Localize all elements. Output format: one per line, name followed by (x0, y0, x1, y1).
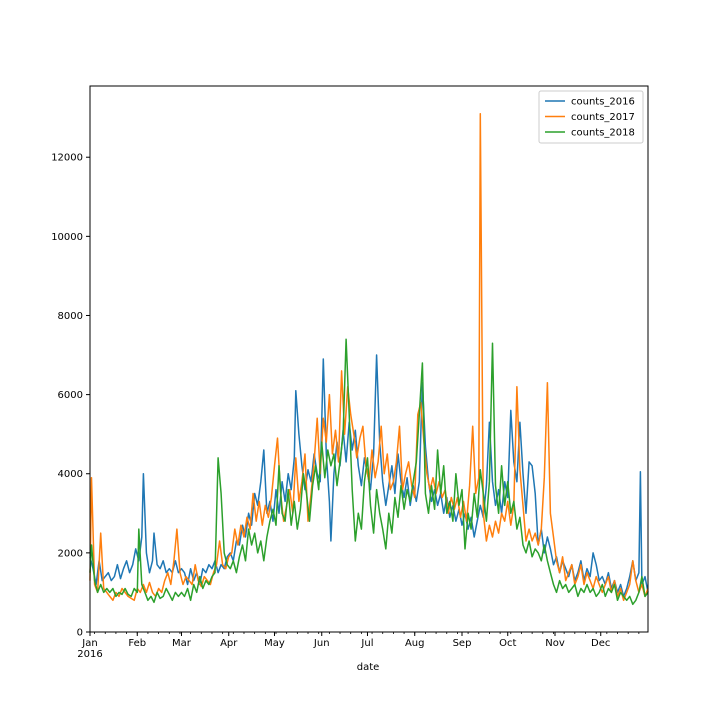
plot-area (89, 85, 649, 633)
y-tick-label: 0 (77, 628, 83, 639)
series-line-counts-2018 (89, 338, 649, 606)
x-tick-label: Jun (313, 638, 330, 649)
legend-label: counts_2018 (571, 128, 635, 139)
y-tick-label: 6000 (58, 390, 83, 401)
x-tick-label: Oct (499, 638, 516, 649)
x-tick-label: Jan (81, 638, 97, 649)
x-axis-year-label: 2016 (77, 649, 102, 660)
legend-label: counts_2016 (571, 97, 635, 108)
y-tick-label: 8000 (58, 311, 83, 322)
legend-label: counts_2017 (571, 112, 635, 123)
series-layer (89, 112, 649, 606)
x-tick-label: Apr (220, 638, 238, 649)
y-tick-label: 2000 (58, 548, 83, 559)
y-axis: 0 2000 4000 6000 8000 10000 12000 (51, 153, 90, 639)
y-tick-label: 10000 (51, 232, 83, 243)
x-tick-label: May (264, 638, 285, 649)
y-tick-label: 4000 (58, 469, 83, 480)
x-axis-label: date (357, 662, 380, 673)
x-tick-label: Jul (360, 638, 373, 649)
axes-frame (89, 85, 649, 633)
x-tick-label: Dec (591, 638, 610, 649)
x-tick-label: Sep (453, 638, 472, 649)
x-axis: Jan Feb Mar Apr May Jun Jul Aug Sep Oct Nov Dec (81, 632, 640, 649)
x-tick-label: Aug (405, 638, 425, 649)
y-tick-label: 12000 (51, 153, 83, 164)
x-tick-label: Feb (128, 638, 146, 649)
x-tick-label: Nov (545, 638, 565, 649)
legend-box (538, 90, 644, 144)
legend: counts_2016 counts_2017 counts_2018 (538, 90, 644, 144)
series-line-counts-2017 (89, 112, 649, 602)
x-tick-label: Mar (172, 638, 192, 649)
